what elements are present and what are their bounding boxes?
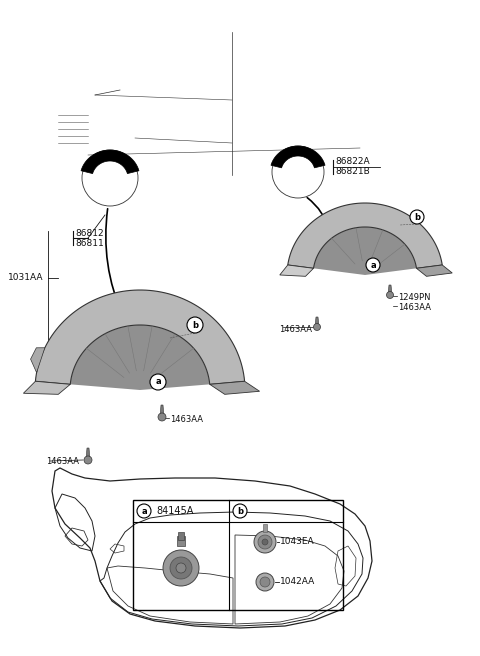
Polygon shape (160, 405, 164, 417)
Polygon shape (24, 381, 70, 394)
Polygon shape (210, 381, 260, 394)
Bar (178, 532, 184, 540)
Circle shape (313, 323, 321, 331)
Polygon shape (271, 146, 325, 168)
Circle shape (254, 531, 276, 553)
Circle shape (233, 504, 247, 518)
Text: 1463AA: 1463AA (398, 302, 431, 312)
Text: 1463AA: 1463AA (170, 415, 203, 424)
Circle shape (137, 504, 151, 518)
Polygon shape (417, 265, 452, 276)
Circle shape (256, 573, 274, 591)
Polygon shape (315, 317, 319, 327)
Text: b: b (237, 506, 243, 516)
Circle shape (260, 577, 270, 587)
Circle shape (158, 413, 166, 421)
Text: 1043EA: 1043EA (280, 537, 314, 546)
Text: 86821B: 86821B (335, 167, 370, 176)
Circle shape (170, 557, 192, 579)
Polygon shape (70, 325, 210, 390)
Text: 86822A: 86822A (335, 157, 370, 167)
Circle shape (176, 563, 186, 573)
Text: 1463AA: 1463AA (46, 457, 79, 466)
Text: a: a (370, 260, 376, 270)
Text: 86811: 86811 (75, 239, 104, 247)
Bar (177, 536, 185, 546)
Bar (263, 524, 267, 532)
Circle shape (258, 535, 272, 549)
Text: 1463AA: 1463AA (279, 325, 312, 333)
Text: a: a (141, 506, 147, 516)
Circle shape (163, 550, 199, 586)
Polygon shape (313, 227, 417, 275)
Text: 1042AA: 1042AA (280, 577, 315, 586)
Polygon shape (36, 290, 245, 384)
Text: 84145A: 84145A (156, 506, 193, 516)
Text: a: a (155, 377, 161, 386)
Text: 86812: 86812 (75, 228, 104, 237)
Polygon shape (31, 348, 45, 373)
Circle shape (366, 258, 380, 272)
Circle shape (150, 374, 166, 390)
Circle shape (386, 291, 394, 298)
Polygon shape (86, 448, 90, 460)
Text: 1031AA: 1031AA (8, 274, 44, 283)
Text: b: b (414, 213, 420, 222)
Circle shape (187, 317, 203, 333)
Circle shape (262, 539, 268, 545)
Polygon shape (81, 150, 139, 174)
Circle shape (84, 456, 92, 464)
Polygon shape (288, 203, 442, 268)
Text: 1249PN: 1249PN (398, 293, 431, 302)
Polygon shape (388, 285, 392, 295)
Text: b: b (192, 321, 198, 329)
Circle shape (410, 210, 424, 224)
Polygon shape (280, 265, 313, 276)
Bar (133, 500, 343, 610)
